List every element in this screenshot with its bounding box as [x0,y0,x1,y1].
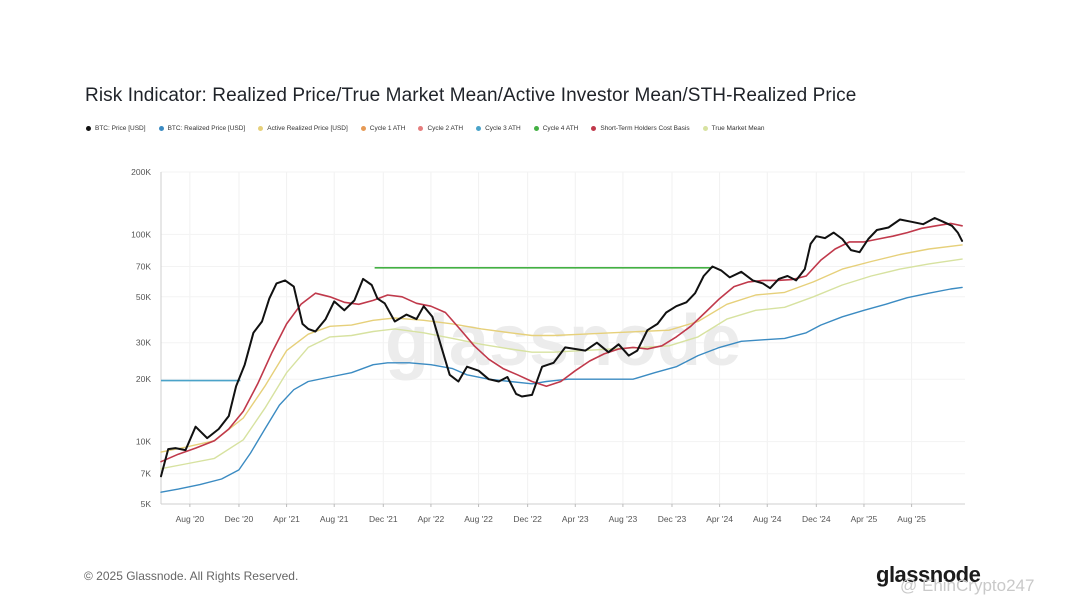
x-tick-label: Dec '22 [513,514,542,524]
legend-item-cycle2[interactable]: Cycle 2 ATH [418,125,463,132]
series-line-active-realized [160,244,963,453]
y-tick-label: 100K [131,229,151,239]
watermark-handle: @ EhinCrypto247 [900,576,1035,595]
legend-label: BTC: Price [USD] [95,125,146,132]
chart-title: Risk Indicator: Realized Price/True Mark… [85,85,857,106]
legend-label: Cycle 2 ATH [427,125,464,132]
legend-swatch [86,126,91,131]
y-tick-label: 200K [131,167,151,177]
x-tick-label: Dec '24 [802,514,831,524]
x-axis-ticks: Aug '20 Dec '20 Apr '21 Aug '21 Dec '21 Apr '… [176,504,926,524]
legend-item-cycle1[interactable]: Cycle 1 ATH [360,125,406,132]
glassnode-logo: glassnode [876,562,981,587]
y-tick-label: 20K [136,374,151,384]
x-tick-label: Aug '20 [176,514,205,524]
legend-swatch [418,126,424,131]
legend-swatch [476,126,482,131]
legend-item-active-realized[interactable]: Active Realized Price [USD] [258,125,348,132]
y-tick-label: 7K [141,469,152,479]
y-axis-ticks: 5K 7K 10K 20K 30K 50K 70K 100K 200K [131,167,151,509]
legend-label: Cycle 3 ATH [485,125,521,132]
legend-item-cycle3[interactable]: Cycle 3 ATH [476,125,521,132]
legend-label: BTC: Realized Price [USD] [167,125,246,132]
series-line-sth [160,222,963,463]
series-line-true-mean [160,258,963,470]
series-lines [160,217,964,493]
legend-label: Active Realized Price [USD] [267,125,348,132]
legend-label: True Market Mean [711,125,765,132]
x-tick-label: Dec '20 [225,514,254,524]
legend-label: Cycle 4 ATH [542,125,579,132]
x-tick-label: Aug '25 [897,514,926,524]
legend-label: Short-Term Holders Cost Basis [600,125,690,132]
x-tick-label: Apr '24 [706,514,733,524]
x-tick-label: Aug '23 [609,514,638,524]
legend-swatch [258,126,264,131]
y-tick-label: 10K [136,437,151,447]
x-tick-label: Apr '25 [851,514,878,524]
copyright-text: © 2025 Glassnode. All Rights Reserved. [84,569,299,583]
series-line-btc-price [160,217,964,478]
x-tick-label: Aug '24 [753,514,782,524]
ath-lines [161,266,713,382]
y-tick-label: 30K [136,338,151,348]
legend-swatch [533,126,539,131]
legend-swatch [702,126,708,131]
x-tick-label: Dec '21 [369,514,398,524]
x-tick-label: Aug '22 [464,514,493,524]
x-tick-label: Aug '21 [320,514,349,524]
x-tick-label: Apr '23 [562,514,589,524]
watermark-text: glassnode [385,301,741,381]
legend-item-btc-price[interactable]: BTC: Price [USD] [86,125,146,132]
x-tick-label: Dec '23 [658,514,687,524]
axes [160,172,965,505]
y-tick-label: 50K [136,292,151,302]
x-tick-label: Apr '22 [418,514,445,524]
legend-item-true-mean[interactable]: True Market Mean [702,125,765,132]
legend-item-realized-price[interactable]: BTC: Realized Price [USD] [158,125,246,132]
series-line-realized-price [160,286,963,493]
legend-swatch [360,126,366,131]
y-tick-label: 5K [141,499,152,509]
y-tick-label: 70K [136,261,151,271]
legend-swatch [158,126,164,131]
legend-item-sth[interactable]: Short-Term Holders Cost Basis [591,125,690,132]
legend-label: Cycle 1 ATH [369,125,406,132]
legend-swatch [591,126,597,131]
chart-legend: BTC: Price [USD] BTC: Realized Price [USD… [86,125,777,132]
legend-item-cycle4[interactable]: Cycle 4 ATH [533,125,579,132]
x-tick-label: Apr '21 [273,514,300,524]
